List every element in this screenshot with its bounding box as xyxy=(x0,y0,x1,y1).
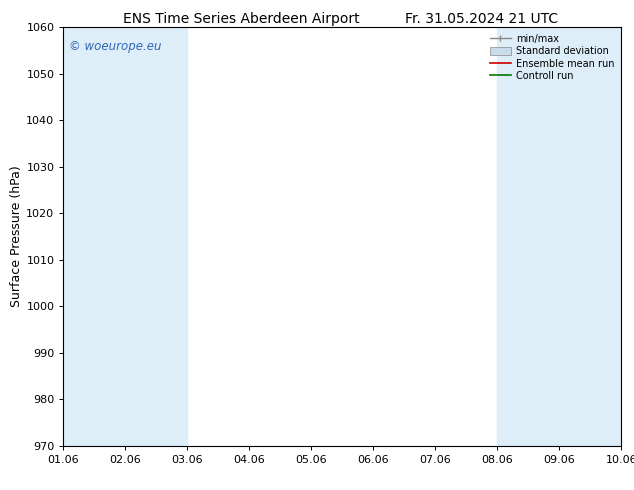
Y-axis label: Surface Pressure (hPa): Surface Pressure (hPa) xyxy=(11,166,23,307)
Legend: min/max, Standard deviation, Ensemble mean run, Controll run: min/max, Standard deviation, Ensemble me… xyxy=(488,32,616,83)
Text: © woeurope.eu: © woeurope.eu xyxy=(69,40,162,52)
Bar xyxy=(559,27,621,446)
Bar xyxy=(126,27,188,446)
Text: ENS Time Series Aberdeen Airport: ENS Time Series Aberdeen Airport xyxy=(122,12,359,26)
Bar xyxy=(63,27,126,446)
Text: Fr. 31.05.2024 21 UTC: Fr. 31.05.2024 21 UTC xyxy=(405,12,559,26)
Bar xyxy=(497,27,559,446)
